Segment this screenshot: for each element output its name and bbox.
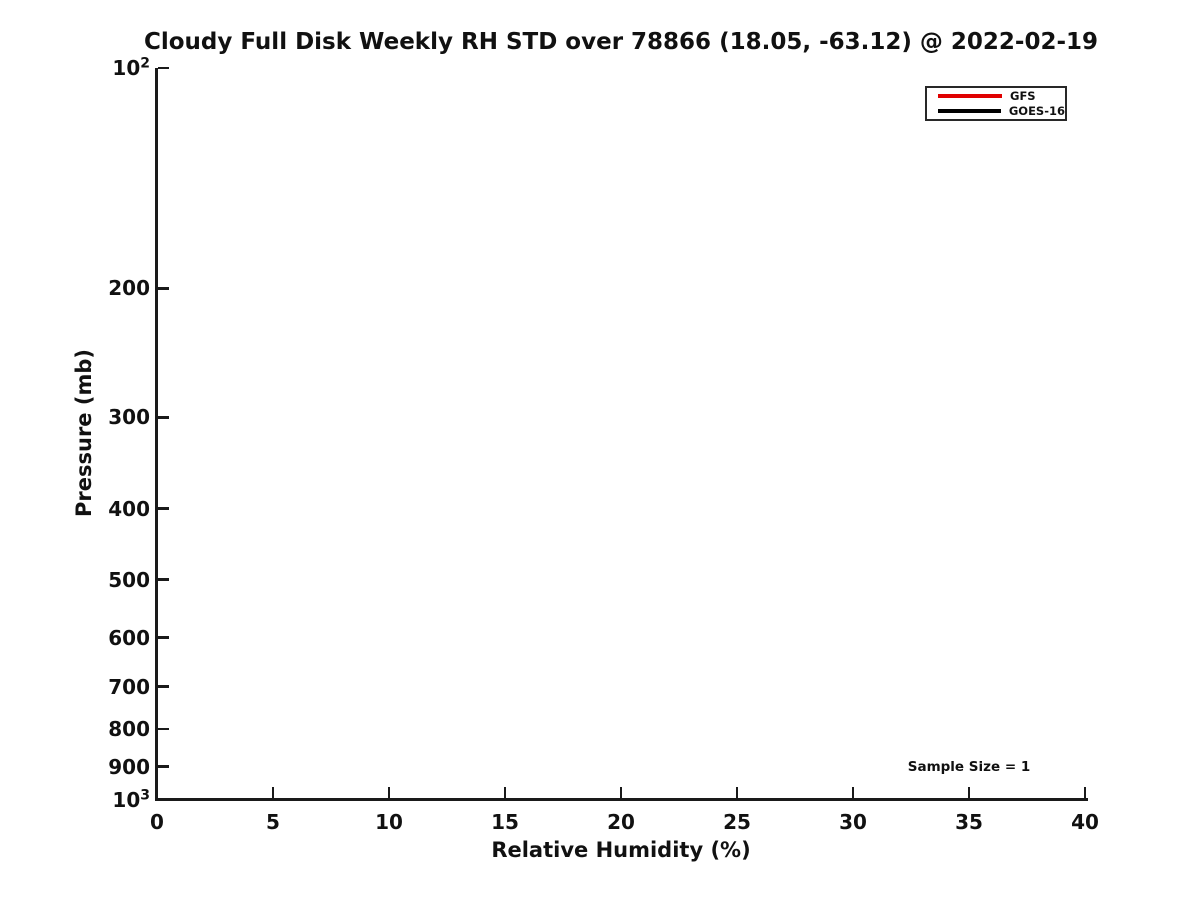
x-tick-label: 30 <box>839 810 867 834</box>
x-tick-label: 35 <box>955 810 983 834</box>
x-tick-label: 10 <box>375 810 403 834</box>
y-tick <box>158 765 169 768</box>
x-axis-label: Relative Humidity (%) <box>491 838 751 862</box>
x-tick <box>1083 787 1087 798</box>
y-tick-label: 700 <box>108 674 150 699</box>
legend: GFS GOES-16 <box>925 86 1067 121</box>
x-axis-line <box>155 798 1088 801</box>
y-tick-label: 900 <box>108 754 150 779</box>
y-tick <box>158 578 169 581</box>
y-tick <box>158 798 169 802</box>
y-tick-label: 102 <box>112 55 150 80</box>
y-tick-label: 400 <box>108 496 150 521</box>
x-tick <box>271 787 275 798</box>
y-tick <box>158 416 169 419</box>
y-tick <box>158 685 169 688</box>
legend-entry-gfs: GFS <box>938 89 1065 103</box>
y-tick-label: 200 <box>108 276 150 301</box>
y-tick <box>158 66 169 70</box>
legend-label-goes16: GOES-16 <box>1008 104 1065 118</box>
y-tick-label: 500 <box>108 567 150 592</box>
x-tick-label: 15 <box>491 810 519 834</box>
y-tick-label: 300 <box>108 405 150 430</box>
y-tick <box>158 507 169 510</box>
y-tick-label: 800 <box>108 717 150 742</box>
chart-title: Cloudy Full Disk Weekly RH STD over 7886… <box>143 29 1099 55</box>
y-tick <box>158 287 169 290</box>
x-tick-label: 40 <box>1071 810 1099 834</box>
x-tick <box>387 787 391 798</box>
x-tick-label: 0 <box>150 810 164 834</box>
x-tick <box>619 787 623 798</box>
x-tick-label: 20 <box>607 810 635 834</box>
x-tick <box>967 787 971 798</box>
y-tick <box>158 727 169 731</box>
y-tick-label: 600 <box>108 625 150 650</box>
legend-label-gfs: GFS <box>1010 89 1036 103</box>
sample-size-annotation: Sample Size = 1 <box>907 758 1031 775</box>
y-axis-line <box>155 68 158 801</box>
gfs-line-swatch <box>938 94 1002 98</box>
x-tick <box>503 787 507 798</box>
x-tick <box>735 787 739 798</box>
x-tick <box>155 787 159 798</box>
x-tick-label: 5 <box>266 810 280 834</box>
y-tick <box>158 636 169 639</box>
x-tick-label: 25 <box>723 810 751 834</box>
y-tick-label: 103 <box>112 787 150 812</box>
legend-entry-goes16: GOES-16 <box>938 104 1065 118</box>
goes16-line-swatch <box>938 109 1001 113</box>
y-axis-label: Pressure (mb) <box>72 349 96 517</box>
x-tick <box>851 787 855 798</box>
